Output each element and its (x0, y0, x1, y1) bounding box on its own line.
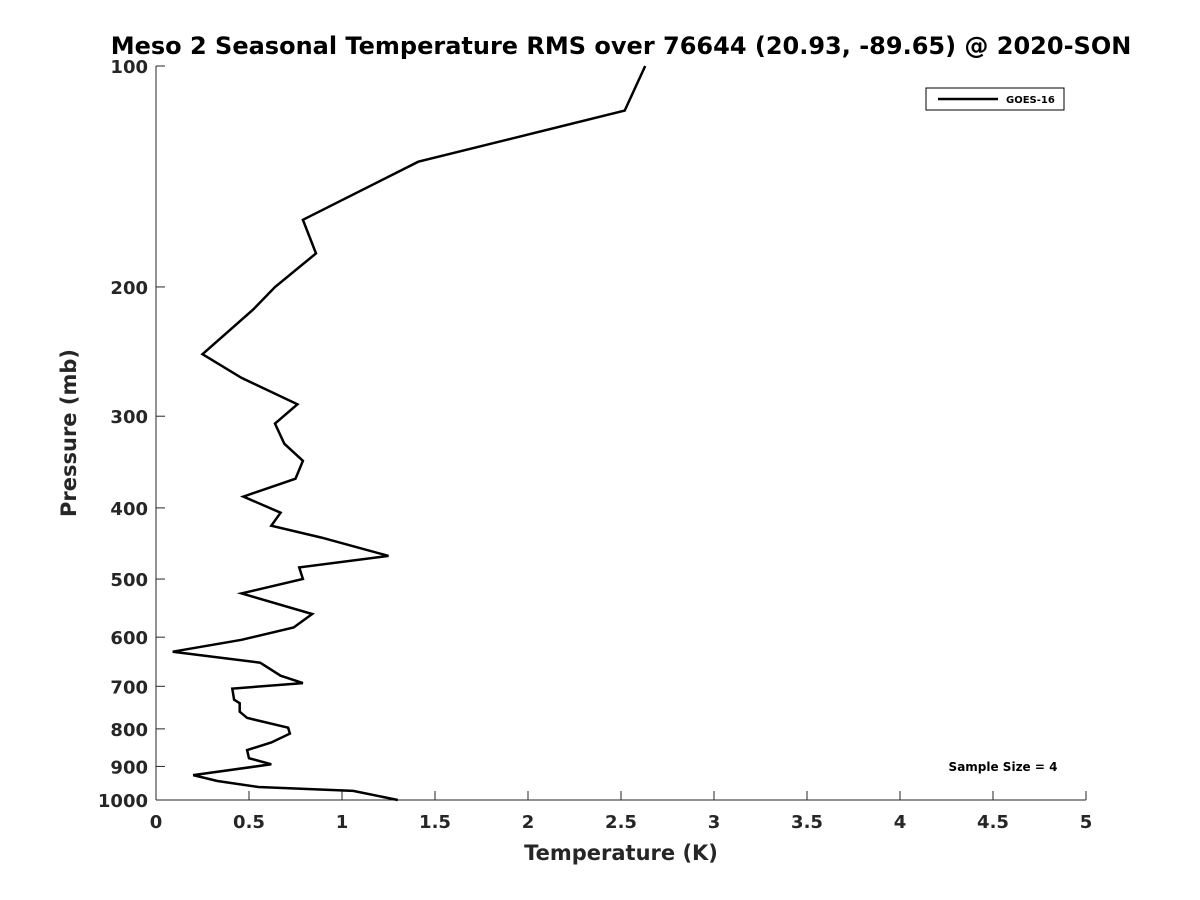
y-tick-label: 500 (110, 570, 148, 591)
y-tick-label: 200 (110, 278, 148, 299)
y-axis-label: Pressure (mb) (57, 349, 81, 517)
x-tick-label: 4 (894, 812, 907, 833)
y-tick-label: 400 (110, 499, 148, 520)
x-ticks: 0 0.5 1 1.5 2 2.5 3 3.5 4 4.5 5 (150, 791, 1093, 833)
x-tick-label: 4.5 (977, 812, 1009, 833)
chart-title: Meso 2 Seasonal Temperature RMS over 766… (111, 32, 1132, 60)
x-tick-label: 3.5 (791, 812, 823, 833)
y-tick-label: 1000 (98, 791, 148, 812)
series-layer (172, 65, 647, 802)
plot-axes (155, 66, 1086, 801)
x-tick-label: 1 (336, 812, 349, 833)
series-line-goes-16 (172, 65, 647, 802)
x-tick-label: 3 (708, 812, 721, 833)
y-ticks: 100 200 300 400 500 600 700 800 900 1000 (98, 57, 165, 812)
x-tick-label: 1.5 (419, 812, 451, 833)
legend: GOES-16 (925, 87, 1065, 111)
x-tick-label: 5 (1080, 812, 1093, 833)
y-tick-label: 300 (110, 407, 148, 428)
legend-label: GOES-16 (1006, 95, 1055, 106)
sample-size-annotation: Sample Size = 4 (949, 760, 1058, 774)
x-axis-label: Temperature (K) (524, 841, 718, 865)
x-tick-label: 0.5 (233, 812, 265, 833)
y-tick-label: 600 (110, 628, 148, 649)
y-tick-label: 700 (110, 677, 148, 698)
x-tick-label: 2 (522, 812, 535, 833)
y-tick-label: 900 (110, 757, 148, 778)
x-tick-label: 2.5 (605, 812, 637, 833)
x-tick-label: 0 (150, 812, 163, 833)
y-tick-label: 800 (110, 720, 148, 741)
y-tick-label: 100 (110, 57, 148, 78)
